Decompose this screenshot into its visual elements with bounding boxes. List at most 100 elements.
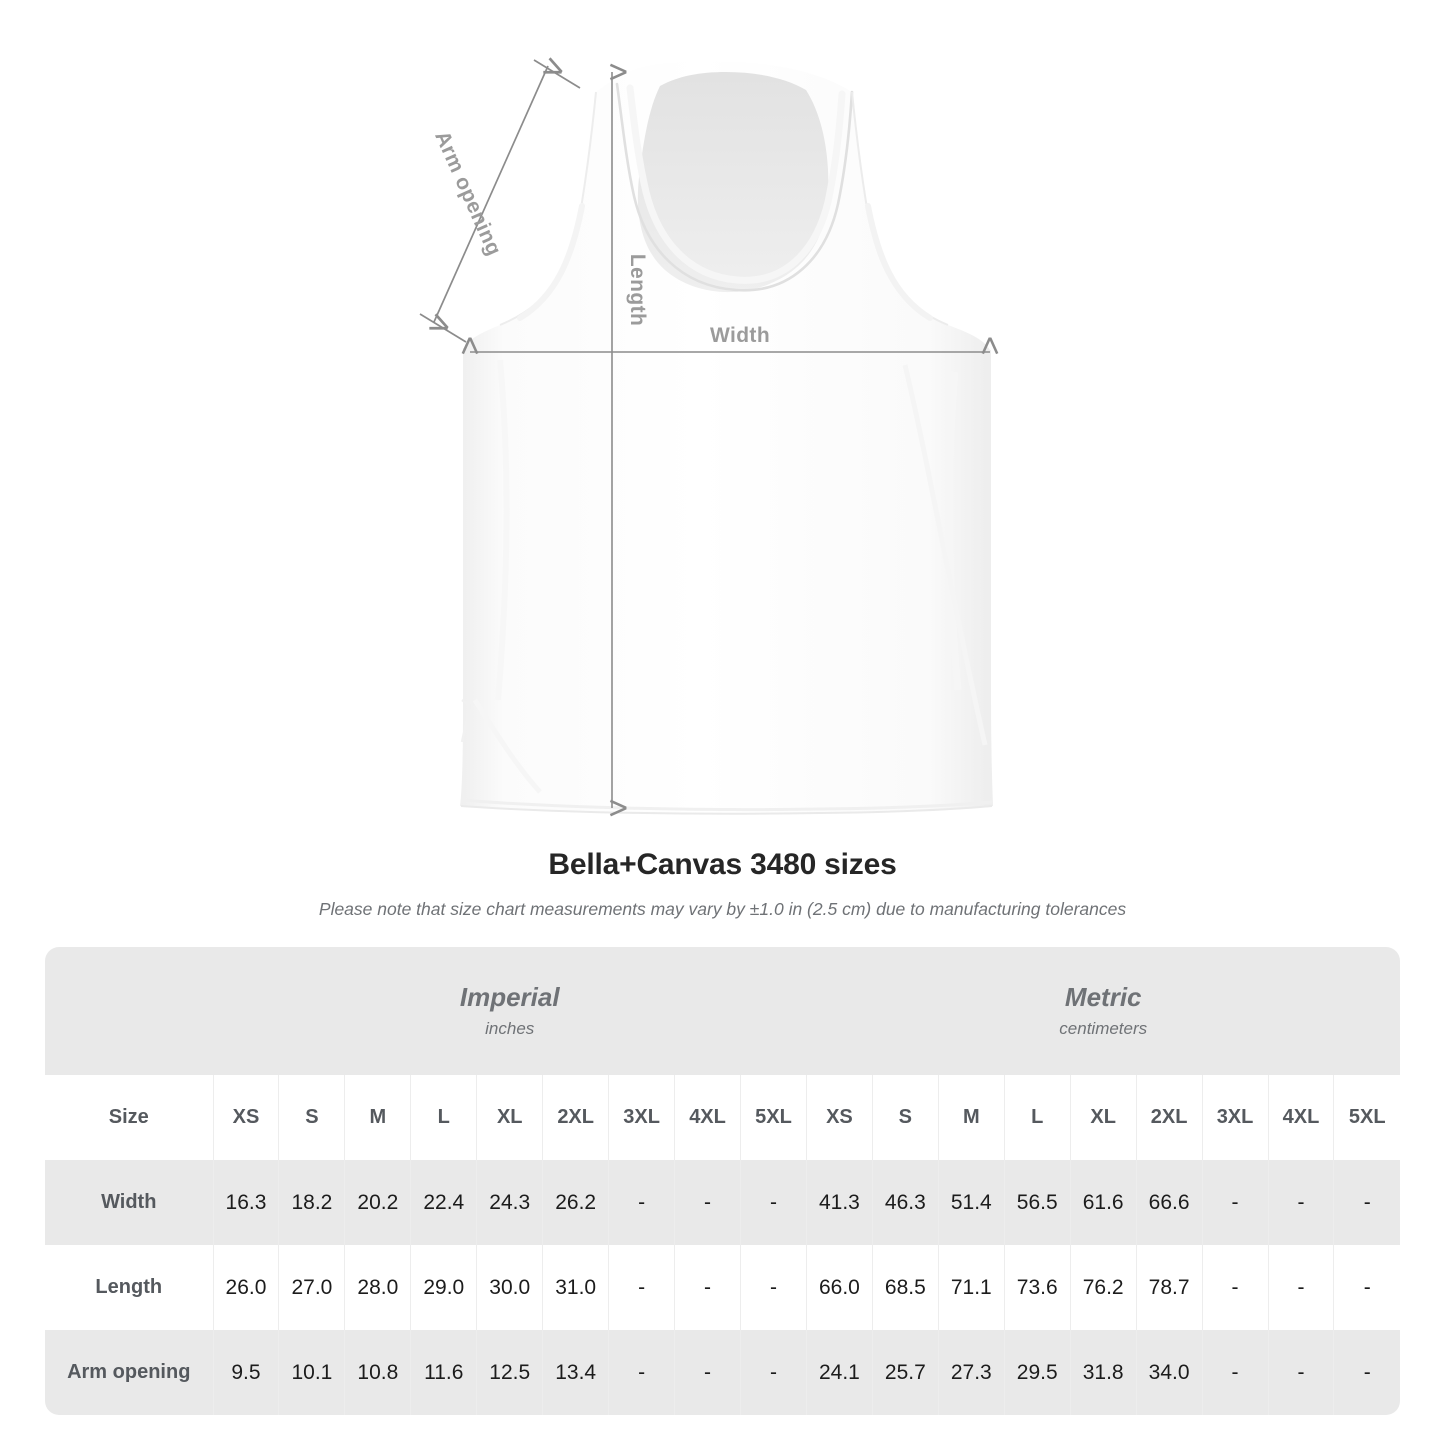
- length-label: Length: [626, 254, 649, 326]
- cell-arm-opening-3xl-cm: -: [1201, 1330, 1268, 1415]
- cell-arm-opening-m-cm: 27.3: [937, 1330, 1005, 1415]
- cell-width-5xl-cm: -: [1333, 1160, 1400, 1245]
- cell-width-xl-cm: 61.6: [1069, 1160, 1137, 1245]
- cell-arm-opening-xl-cm: 31.8: [1069, 1330, 1137, 1415]
- cell-width-l-cm: 56.5: [1003, 1160, 1071, 1245]
- cell-width-l-in: 22.4: [410, 1160, 477, 1245]
- unit-group-metric: Metric centimeters: [806, 947, 1400, 1075]
- width-dimension: Width: [470, 324, 990, 352]
- cell-arm-opening-xs-cm: 24.1: [805, 1330, 873, 1415]
- cell-arm-opening-3xl-in: -: [608, 1330, 675, 1415]
- unit-group-subtitle: inches: [485, 1019, 535, 1038]
- length-dimension: Length: [612, 72, 649, 808]
- cell-length-xs-cm: 66.0: [805, 1245, 873, 1330]
- column-header-metric-xs: XS: [805, 1075, 873, 1160]
- cell-arm-opening-xs-in: 9.5: [212, 1330, 279, 1415]
- cell-arm-opening-l-cm: 29.5: [1003, 1330, 1071, 1415]
- unit-row-corner: [45, 947, 213, 1075]
- cell-width-4xl-in: -: [674, 1160, 741, 1245]
- column-header-metric-4xl: 4XL: [1267, 1075, 1334, 1160]
- title-block: Bella+Canvas 3480 sizes Please note that…: [0, 845, 1445, 921]
- row-label-length: Length: [45, 1245, 213, 1330]
- cell-width-s-cm: 46.3: [871, 1160, 939, 1245]
- cell-length-4xl-cm: -: [1267, 1245, 1334, 1330]
- cell-length-5xl-in: -: [740, 1245, 807, 1330]
- width-label: Width: [710, 324, 770, 347]
- unit-group-name: Metric: [1064, 982, 1142, 1012]
- cell-length-3xl-in: -: [608, 1245, 675, 1330]
- cell-length-xl-in: 30.0: [476, 1245, 543, 1330]
- cell-width-s-in: 18.2: [278, 1160, 345, 1245]
- page-title: Bella+Canvas 3480 sizes: [548, 848, 897, 881]
- column-header-metric-xl: XL: [1069, 1075, 1137, 1160]
- column-header-imperial-l: L: [410, 1075, 477, 1160]
- cell-length-m-in: 28.0: [344, 1245, 411, 1330]
- garment-illustration: Arm opening Length Width: [419, 0, 1445, 840]
- cell-width-4xl-cm: -: [1267, 1160, 1334, 1245]
- cell-width-m-cm: 51.4: [937, 1160, 1005, 1245]
- column-header-imperial-3xl: 3XL: [608, 1075, 675, 1160]
- unit-group-subtitle: centimeters: [1059, 1019, 1148, 1038]
- cell-arm-opening-4xl-cm: -: [1267, 1330, 1334, 1415]
- cell-width-5xl-in: -: [740, 1160, 807, 1245]
- cell-width-2xl-cm: 66.6: [1135, 1160, 1203, 1245]
- column-header-imperial-m: M: [344, 1075, 411, 1160]
- cell-length-3xl-cm: -: [1201, 1245, 1268, 1330]
- cell-arm-opening-m-in: 10.8: [344, 1330, 411, 1415]
- cell-arm-opening-5xl-in: -: [740, 1330, 807, 1415]
- column-header-metric-l: L: [1003, 1075, 1071, 1160]
- size-header-row: Size XS S M L XL 2XL 3XL 4XL 5XL XS S M L XL 2XL 3XL 4XL 5…: [45, 1075, 1400, 1160]
- column-header-metric-3xl: 3XL: [1201, 1075, 1268, 1160]
- cell-arm-opening-4xl-in: -: [674, 1330, 741, 1415]
- unit-group-imperial: Imperial inches: [213, 947, 807, 1075]
- cell-width-xs-in: 16.3: [212, 1160, 279, 1245]
- cell-length-4xl-in: -: [674, 1245, 741, 1330]
- cell-arm-opening-2xl-cm: 34.0: [1135, 1330, 1203, 1415]
- column-header-size: Size: [45, 1075, 213, 1160]
- unit-group-row: Imperial inches Metric centimeters: [45, 947, 1400, 1075]
- cell-width-3xl-in: -: [608, 1160, 675, 1245]
- table-row: Width 16.3 18.2 20.2 22.4 24.3 26.2- - -41.3 46.3…: [45, 1160, 1400, 1245]
- cell-width-3xl-cm: -: [1201, 1160, 1268, 1245]
- cell-length-l-cm: 73.6: [1003, 1245, 1071, 1330]
- cell-length-5xl-cm: -: [1333, 1245, 1400, 1330]
- tolerance-note: Please note that size chart measurements…: [318, 899, 1127, 919]
- column-header-imperial-xl: XL: [476, 1075, 543, 1160]
- column-header-metric-s: S: [871, 1075, 939, 1160]
- size-table: Imperial inches Metric centimeters Size XS S M L…: [45, 947, 1400, 1415]
- column-header-imperial-5xl: 5XL: [740, 1075, 807, 1160]
- column-header-imperial-2xl: 2XL: [542, 1075, 609, 1160]
- cell-arm-opening-2xl-in: 13.4: [542, 1330, 609, 1415]
- cell-length-2xl-cm: 78.7: [1135, 1245, 1203, 1330]
- arm-opening-label: Arm opening: [430, 128, 505, 260]
- table-row: Arm opening 9.5 10.1 10.8 11.6 12.5 13.4- - -24.…: [45, 1330, 1400, 1415]
- unit-group-name: Imperial: [459, 982, 560, 1012]
- column-header-metric-2xl: 2XL: [1135, 1075, 1203, 1160]
- cell-length-s-cm: 68.5: [871, 1245, 939, 1330]
- cell-width-xl-in: 24.3: [476, 1160, 543, 1245]
- tank-top-svg: Arm opening Length Width: [419, 0, 1445, 840]
- cell-width-m-in: 20.2: [344, 1160, 411, 1245]
- cell-width-2xl-in: 26.2: [542, 1160, 609, 1245]
- column-header-metric-5xl: 5XL: [1333, 1075, 1400, 1160]
- column-header-imperial-xs: XS: [212, 1075, 279, 1160]
- cell-arm-opening-xl-in: 12.5: [476, 1330, 543, 1415]
- cell-arm-opening-5xl-cm: -: [1333, 1330, 1400, 1415]
- cell-length-2xl-in: 31.0: [542, 1245, 609, 1330]
- cell-arm-opening-l-in: 11.6: [410, 1330, 477, 1415]
- column-header-imperial-s: S: [278, 1075, 345, 1160]
- row-label-arm-opening: Arm opening: [45, 1330, 213, 1415]
- tank-top-body: [460, 61, 993, 815]
- cell-length-m-cm: 71.1: [937, 1245, 1005, 1330]
- table-row: Length 26.0 27.0 28.0 29.0 30.0 31.0- - -66.0 68.…: [45, 1245, 1400, 1330]
- cell-length-s-in: 27.0: [278, 1245, 345, 1330]
- column-header-imperial-4xl: 4XL: [674, 1075, 741, 1160]
- row-label-width: Width: [45, 1160, 213, 1245]
- cell-length-xs-in: 26.0: [212, 1245, 279, 1330]
- cell-arm-opening-s-cm: 25.7: [871, 1330, 939, 1415]
- size-table-container: Imperial inches Metric centimeters Size XS S M L…: [45, 947, 1400, 1415]
- cell-width-xs-cm: 41.3: [805, 1160, 873, 1245]
- column-header-metric-m: M: [937, 1075, 1005, 1160]
- cell-length-l-in: 29.0: [410, 1245, 477, 1330]
- cell-length-xl-cm: 76.2: [1069, 1245, 1137, 1330]
